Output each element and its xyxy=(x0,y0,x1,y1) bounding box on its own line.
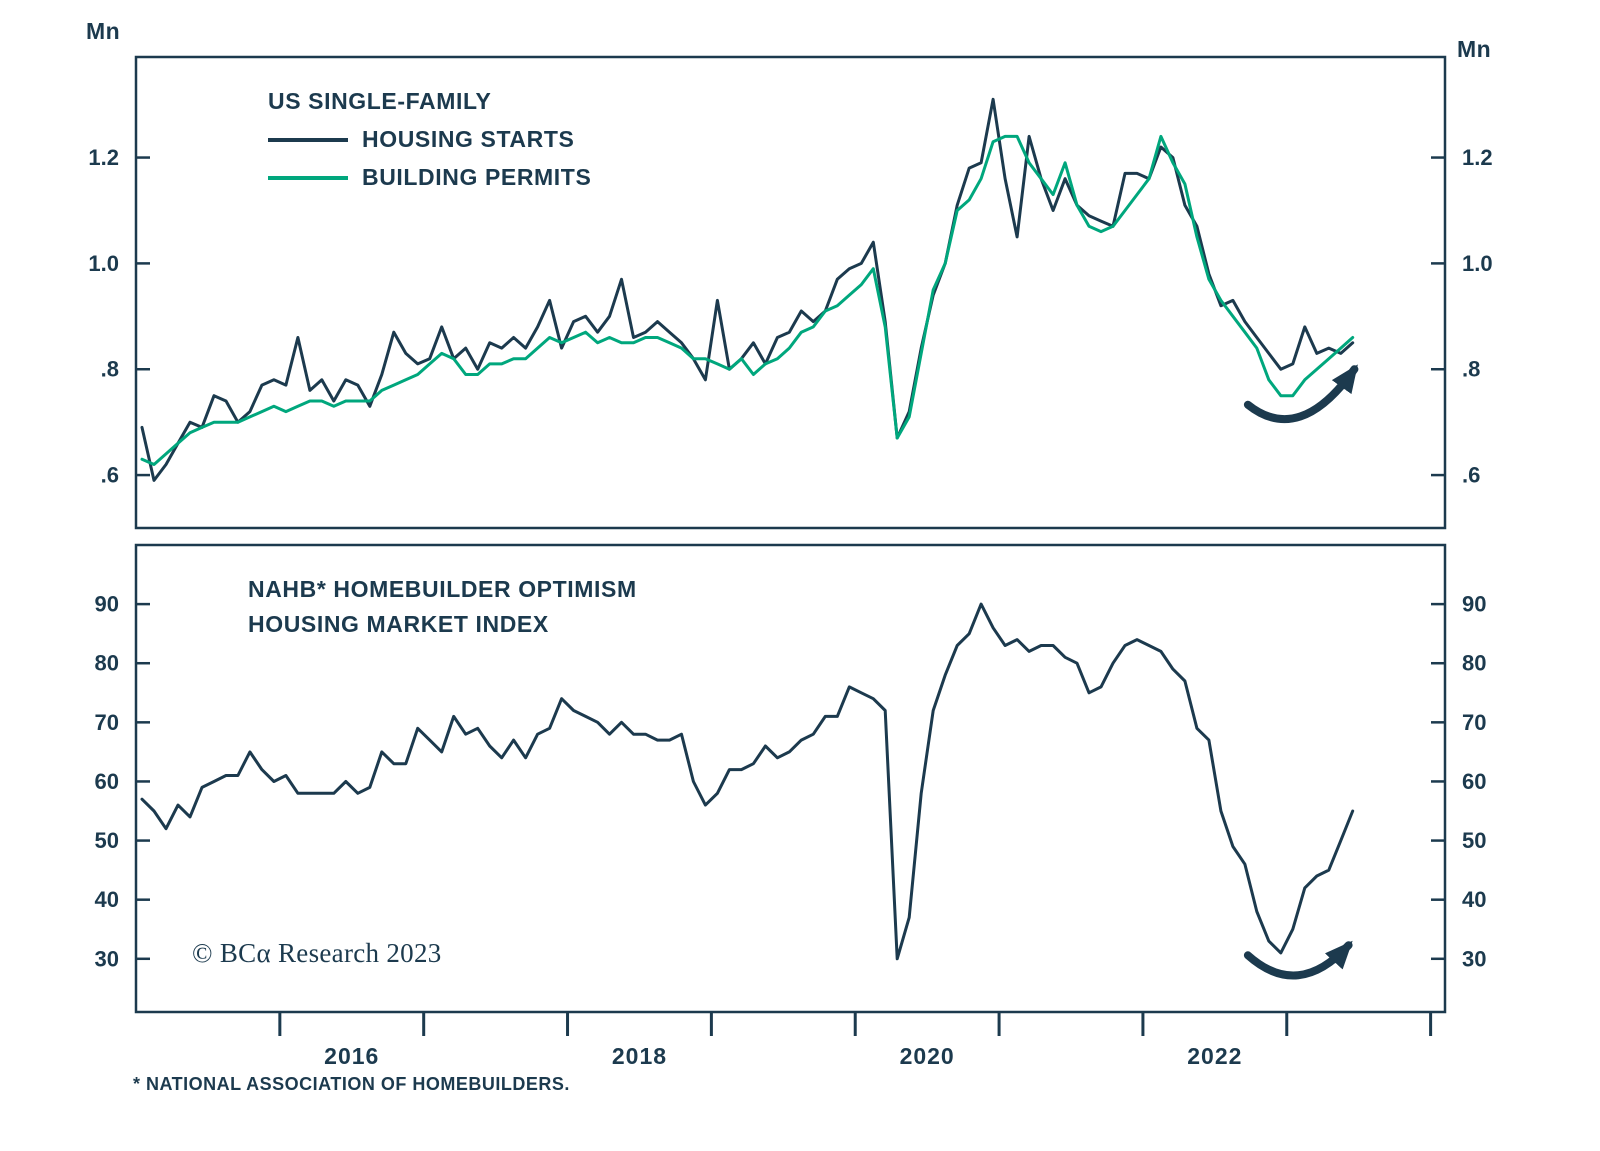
axis-tick-label: 60 xyxy=(95,769,119,794)
footnote: * NATIONAL ASSOCIATION OF HOMEBUILDERS. xyxy=(133,1074,570,1094)
axis-tick-label: 1.0 xyxy=(88,251,119,276)
axis-tick-label: 90 xyxy=(1462,592,1486,617)
axis-tick-label: 90 xyxy=(95,592,119,617)
unit-label-top-right: Mn xyxy=(1457,36,1492,62)
axis-tick-label: 80 xyxy=(95,651,119,676)
axis-tick-label: 60 xyxy=(1462,769,1486,794)
axis-tick-label: 70 xyxy=(1462,710,1486,735)
legend-title: US SINGLE-FAMILY xyxy=(268,88,492,114)
axis-tick-label: 30 xyxy=(95,946,119,971)
axis-tick-label: .8 xyxy=(1462,357,1480,382)
axis-tick-label: 70 xyxy=(95,710,119,735)
x-axis-year-label: 2020 xyxy=(900,1043,955,1069)
housing-starts-swatch xyxy=(268,137,348,142)
legend-item-building-permits: BUILDING PERMITS xyxy=(268,164,591,191)
housing-starts-label: HOUSING STARTS xyxy=(362,126,575,152)
panel-frame xyxy=(134,543,1447,1014)
axis-tick-label: 80 xyxy=(1462,651,1486,676)
axis-tick-label: 1.0 xyxy=(1462,251,1493,276)
bottom-panel-title-line2: HOUSING MARKET INDEX xyxy=(248,610,549,637)
x-axis-year-label: 2016 xyxy=(324,1043,379,1069)
axis-tick-label: 1.2 xyxy=(1462,145,1493,170)
building-permits-swatch xyxy=(268,175,348,180)
upturn-arrow xyxy=(1243,364,1359,423)
axis-tick-label: 40 xyxy=(95,887,119,912)
nahb-housing-market-index-line xyxy=(140,602,1355,961)
axis-tick-label: 1.2 xyxy=(88,145,119,170)
unit-label-top-left: Mn xyxy=(86,18,121,44)
axis-tick-label: 50 xyxy=(1462,828,1486,853)
panel-frame xyxy=(134,55,1447,530)
x-axis-year-label: 2022 xyxy=(1187,1043,1242,1069)
axis-tick-label: 50 xyxy=(95,828,119,853)
copyright: © BCα Research 2023 xyxy=(192,938,442,968)
building-permits-label: BUILDING PERMITS xyxy=(362,164,592,190)
axis-tick-label: .6 xyxy=(1462,463,1480,488)
upturn-arrow xyxy=(1243,940,1353,980)
x-axis-year-label: 2018 xyxy=(612,1043,667,1069)
axis-tick-label: 30 xyxy=(1462,946,1486,971)
axis-tick-label: 40 xyxy=(1462,887,1486,912)
axis-tick-label: .6 xyxy=(101,463,119,488)
axis-tick-label: .8 xyxy=(101,357,119,382)
bottom-panel-title: NAHB* HOMEBUILDER OPTIMISM HOUSING MARKE… xyxy=(248,572,637,641)
legend-item-housing-starts: HOUSING STARTS xyxy=(268,126,591,153)
bottom-panel-title-line1: NAHB* HOMEBUILDER OPTIMISM xyxy=(248,576,637,602)
legend: US SINGLE-FAMILY HOUSING STARTS BUILDING… xyxy=(268,88,591,191)
building-permits-line xyxy=(140,134,1355,466)
